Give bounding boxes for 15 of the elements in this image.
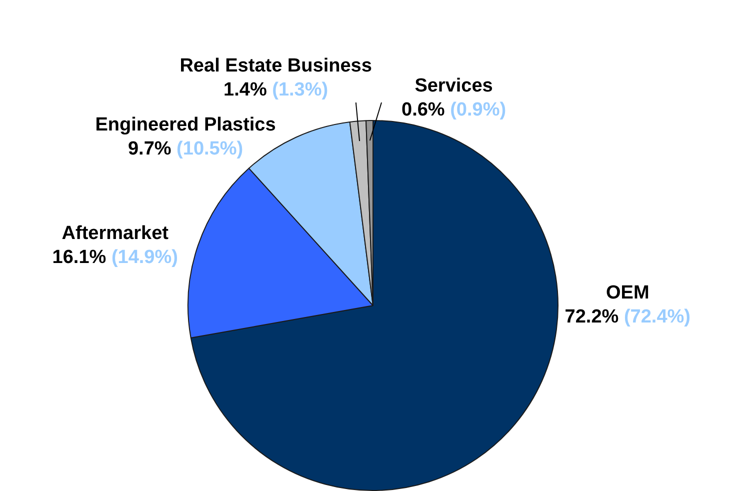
text: (10.5%): [176, 138, 244, 160]
slice-label: OEM: [606, 282, 650, 304]
text: (72.4%): [624, 306, 690, 328]
data-label: 1.4%: [224, 80, 267, 101]
data-label: 16.1%: [52, 246, 106, 268]
slice-label: Services: [414, 76, 493, 97]
slice-label: Engineered Plastics: [95, 114, 276, 136]
data-label: 0.6%: [402, 100, 445, 121]
slice-label: Real Estate Business: [180, 56, 372, 77]
slice-label: Aftermarket: [62, 222, 170, 244]
text: (14.9%): [111, 246, 178, 268]
text: (0.9%): [450, 100, 506, 121]
data-label: 72.2%: [564, 306, 619, 328]
data-label: 9.7%: [128, 138, 172, 160]
text: (1.3%): [272, 80, 328, 101]
